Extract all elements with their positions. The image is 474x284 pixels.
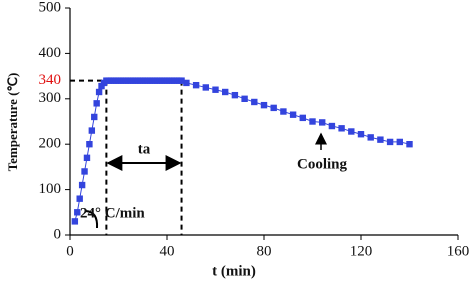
data-point <box>192 81 200 89</box>
data-point <box>377 136 384 143</box>
rate-label: 24° C/min <box>80 205 145 221</box>
data-point <box>299 114 306 122</box>
data-point <box>396 138 403 146</box>
y-tick-label: 200 <box>39 136 62 152</box>
y-tick-label: 400 <box>39 45 62 61</box>
y-tick-label: 100 <box>39 181 62 197</box>
data-point <box>348 128 355 135</box>
data-point <box>319 119 326 126</box>
data-point <box>309 118 316 125</box>
x-tick-label: 160 <box>447 243 470 259</box>
data-point <box>328 122 336 130</box>
data-point <box>91 113 98 121</box>
data-point <box>406 141 413 148</box>
data-point <box>83 154 91 162</box>
y-tick-label: 300 <box>39 90 62 106</box>
x-tick-label: 40 <box>160 243 175 259</box>
data-point <box>338 125 345 132</box>
data-point <box>280 108 287 115</box>
data-point <box>357 131 365 138</box>
x-tick-label: 120 <box>350 243 373 259</box>
data-point <box>71 218 79 225</box>
data-point <box>289 111 297 118</box>
data-point <box>86 141 93 148</box>
data-point <box>231 91 239 99</box>
data-point <box>81 168 88 175</box>
data-point <box>178 77 185 84</box>
data-point <box>222 88 229 96</box>
rate-angle <box>85 210 99 229</box>
data-point <box>78 181 86 189</box>
y-tick-label: 500 <box>39 0 62 15</box>
x-tick-label: 0 <box>66 243 74 259</box>
data-point <box>212 86 219 93</box>
x-axis-label: t (min) <box>212 263 256 279</box>
cooling-label: Cooling <box>297 156 348 172</box>
x-tick-label: 80 <box>257 243 272 259</box>
y-tick-label: 0 <box>54 226 62 242</box>
data-point <box>260 101 268 109</box>
data-point <box>241 95 248 102</box>
y-axis-label: Temperature (℃) <box>5 73 20 172</box>
data-point <box>76 195 83 202</box>
data-point <box>93 100 100 107</box>
data-point <box>386 138 394 146</box>
data-point <box>95 88 103 96</box>
data-point <box>251 98 258 106</box>
data-point <box>74 209 81 216</box>
data-point <box>88 127 96 134</box>
hold-label: ta <box>138 141 151 157</box>
data-point <box>367 134 374 141</box>
reference-label: 340 <box>39 72 62 88</box>
data-point <box>270 104 277 112</box>
data-point <box>183 79 190 87</box>
data-point <box>202 84 209 91</box>
